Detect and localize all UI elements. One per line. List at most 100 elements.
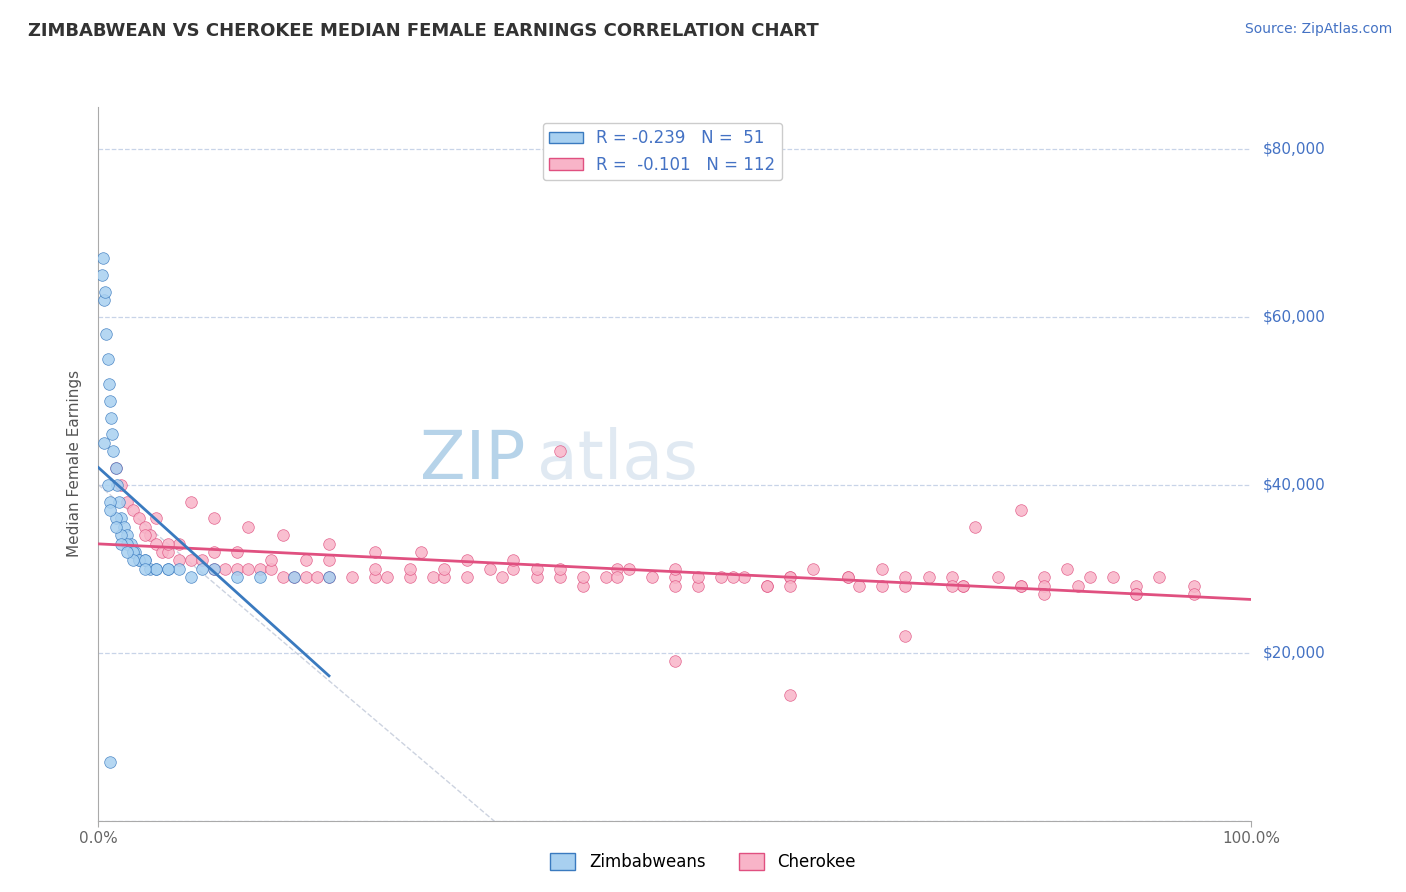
Point bbox=[225, 545, 247, 559]
Point bbox=[260, 562, 283, 576]
Point bbox=[145, 511, 167, 525]
Point bbox=[134, 528, 156, 542]
Point bbox=[100, 410, 122, 425]
Point bbox=[756, 578, 779, 592]
Point bbox=[97, 377, 120, 392]
Point bbox=[952, 578, 974, 592]
Point bbox=[479, 562, 502, 576]
Point bbox=[664, 654, 686, 668]
Point bbox=[167, 553, 190, 567]
Point bbox=[238, 562, 260, 576]
Point bbox=[150, 545, 173, 559]
Point bbox=[526, 570, 548, 584]
Point bbox=[180, 494, 202, 508]
Point bbox=[502, 562, 524, 576]
Point bbox=[104, 461, 127, 475]
Point bbox=[145, 536, 167, 550]
Point bbox=[364, 570, 387, 584]
Point bbox=[238, 520, 260, 534]
Point bbox=[134, 553, 156, 567]
Point bbox=[1078, 570, 1101, 584]
Point bbox=[1182, 578, 1205, 592]
Point bbox=[318, 553, 340, 567]
Point bbox=[548, 570, 571, 584]
Point bbox=[571, 570, 593, 584]
Point bbox=[364, 562, 387, 576]
Point bbox=[548, 562, 571, 576]
Text: ZIMBABWEAN VS CHEROKEE MEDIAN FEMALE EARNINGS CORRELATION CHART: ZIMBABWEAN VS CHEROKEE MEDIAN FEMALE EAR… bbox=[28, 22, 818, 40]
Point bbox=[1182, 587, 1205, 601]
Point bbox=[548, 444, 571, 458]
Point bbox=[398, 570, 420, 584]
Point bbox=[411, 545, 433, 559]
Point bbox=[375, 570, 398, 584]
Point bbox=[128, 553, 150, 567]
Point bbox=[848, 578, 870, 592]
Point bbox=[122, 553, 145, 567]
Point bbox=[502, 553, 524, 567]
Point bbox=[963, 520, 986, 534]
Point bbox=[295, 553, 318, 567]
Point bbox=[1032, 570, 1054, 584]
Point bbox=[1010, 578, 1032, 592]
Point bbox=[167, 536, 190, 550]
Point bbox=[97, 351, 120, 366]
Point bbox=[104, 520, 127, 534]
Point bbox=[93, 293, 115, 307]
Point bbox=[260, 553, 283, 567]
Point bbox=[202, 511, 225, 525]
Point bbox=[120, 536, 142, 550]
Point bbox=[295, 570, 318, 584]
Point bbox=[941, 570, 963, 584]
Point bbox=[664, 570, 686, 584]
Point bbox=[422, 570, 444, 584]
Point bbox=[156, 536, 179, 550]
Legend: Zimbabweans, Cherokee: Zimbabweans, Cherokee bbox=[543, 845, 863, 880]
Point bbox=[526, 562, 548, 576]
Point bbox=[779, 688, 801, 702]
Point bbox=[664, 578, 686, 592]
Point bbox=[987, 570, 1010, 584]
Point bbox=[202, 562, 225, 576]
Point bbox=[128, 511, 150, 525]
Point bbox=[271, 570, 294, 584]
Point bbox=[98, 503, 121, 517]
Point bbox=[101, 427, 124, 442]
Point bbox=[1032, 587, 1054, 601]
Point bbox=[249, 570, 271, 584]
Point bbox=[952, 578, 974, 592]
Point bbox=[606, 562, 628, 576]
Point bbox=[122, 503, 145, 517]
Point bbox=[91, 251, 114, 265]
Point bbox=[1010, 503, 1032, 517]
Point bbox=[124, 545, 146, 559]
Point bbox=[105, 478, 128, 492]
Point bbox=[156, 562, 179, 576]
Point bbox=[156, 545, 179, 559]
Point bbox=[180, 553, 202, 567]
Point bbox=[733, 570, 755, 584]
Point bbox=[364, 545, 387, 559]
Point bbox=[872, 562, 894, 576]
Point bbox=[214, 562, 236, 576]
Point bbox=[110, 536, 132, 550]
Point bbox=[94, 285, 117, 299]
Text: Source: ZipAtlas.com: Source: ZipAtlas.com bbox=[1244, 22, 1392, 37]
Point bbox=[1147, 570, 1170, 584]
Point bbox=[1125, 587, 1147, 601]
Point bbox=[93, 435, 115, 450]
Point bbox=[139, 528, 162, 542]
Point bbox=[117, 528, 139, 542]
Text: $60,000: $60,000 bbox=[1263, 310, 1326, 325]
Point bbox=[1067, 578, 1090, 592]
Point bbox=[225, 562, 247, 576]
Point bbox=[433, 570, 456, 584]
Point bbox=[180, 570, 202, 584]
Point bbox=[117, 494, 139, 508]
Point bbox=[617, 562, 640, 576]
Point bbox=[456, 570, 478, 584]
Point bbox=[98, 393, 121, 408]
Point bbox=[801, 562, 824, 576]
Point bbox=[134, 562, 156, 576]
Point bbox=[779, 570, 801, 584]
